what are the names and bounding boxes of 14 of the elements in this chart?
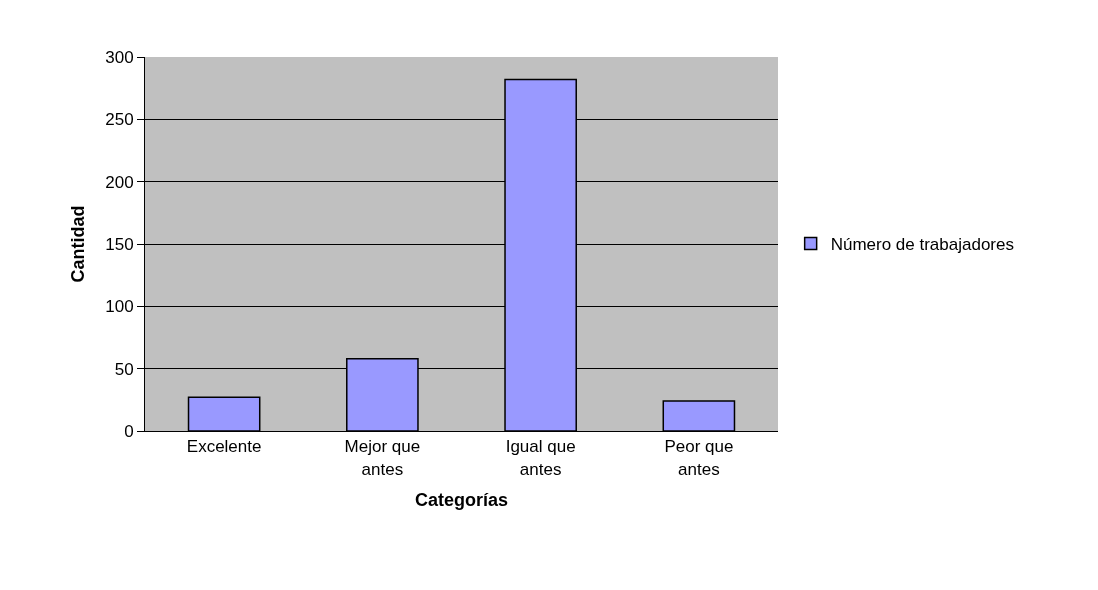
x-tick-label: Igual que antes bbox=[505, 437, 576, 479]
y-axis-title: Cantidad bbox=[68, 205, 89, 283]
y-tick-label: 200 bbox=[105, 172, 134, 192]
y-tick-label: 50 bbox=[114, 359, 134, 379]
y-tick-label: 100 bbox=[105, 297, 134, 317]
x-tick-label: Peor que antes bbox=[664, 437, 734, 479]
x-tick-label: Mejor que antes bbox=[344, 437, 421, 479]
x-tick-label: Excelente bbox=[186, 437, 262, 457]
y-tick-label: 0 bbox=[124, 421, 134, 441]
legend-label: Número de trabajadores bbox=[830, 235, 1014, 255]
y-tick-label: 150 bbox=[105, 234, 134, 254]
y-tick-label: 300 bbox=[105, 47, 134, 67]
x-axis-title: Categorías bbox=[414, 489, 509, 510]
y-tick-label: 250 bbox=[105, 110, 134, 130]
